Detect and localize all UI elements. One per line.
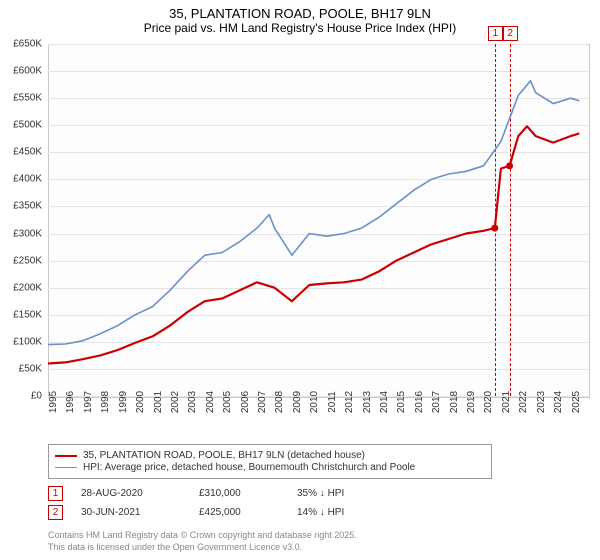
sale-price: £310,000 bbox=[199, 488, 279, 499]
sale-price: £425,000 bbox=[199, 507, 279, 518]
legend-swatch bbox=[55, 467, 77, 468]
title-address: 35, PLANTATION ROAD, POOLE, BH17 9LN bbox=[0, 6, 600, 21]
sale-diff: 35% ↓ HPI bbox=[297, 488, 377, 499]
legend-label: 35, PLANTATION ROAD, POOLE, BH17 9LN (de… bbox=[83, 450, 365, 461]
y-axis-label: £150K bbox=[13, 309, 42, 320]
y-axis-label: £350K bbox=[13, 201, 42, 212]
marker-box: 2 bbox=[503, 26, 518, 41]
sales-table: 1 28-AUG-2020 £310,000 35% ↓ HPI 2 30-JUN-202… bbox=[48, 486, 377, 524]
y-axis-label: £50K bbox=[19, 363, 42, 374]
sale-date: 30-JUN-2021 bbox=[81, 507, 181, 518]
sale-point bbox=[491, 225, 498, 232]
y-axis-label: £650K bbox=[13, 39, 42, 50]
y-axis-label: £250K bbox=[13, 255, 42, 266]
y-axis-label: £500K bbox=[13, 120, 42, 131]
footer-license: This data is licensed under the Open Gov… bbox=[48, 542, 357, 554]
legend-label: HPI: Average price, detached house, Bour… bbox=[83, 462, 415, 473]
chart-lines bbox=[48, 44, 588, 396]
y-axis-label: £400K bbox=[13, 174, 42, 185]
marker-box: 1 bbox=[488, 26, 503, 41]
y-axis-label: £200K bbox=[13, 282, 42, 293]
chart-container: 35, PLANTATION ROAD, POOLE, BH17 9LN Pri… bbox=[0, 0, 600, 560]
sale-point bbox=[506, 162, 513, 169]
y-axis-label: £450K bbox=[13, 147, 42, 158]
sale-date: 28-AUG-2020 bbox=[81, 488, 181, 499]
footer: Contains HM Land Registry data © Crown c… bbox=[48, 530, 357, 553]
sale-row: 2 30-JUN-2021 £425,000 14% ↓ HPI bbox=[48, 505, 377, 520]
sale-marker: 2 bbox=[48, 505, 63, 520]
legend-swatch bbox=[55, 455, 77, 457]
y-axis-label: £300K bbox=[13, 228, 42, 239]
sale-diff: 14% ↓ HPI bbox=[297, 507, 377, 518]
series-property bbox=[48, 126, 579, 363]
y-axis-label: £100K bbox=[13, 336, 42, 347]
chart-area: £0£50K£100K£150K£200K£250K£300K£350K£400… bbox=[48, 44, 588, 396]
legend: 35, PLANTATION ROAD, POOLE, BH17 9LN (de… bbox=[48, 444, 492, 479]
legend-row: 35, PLANTATION ROAD, POOLE, BH17 9LN (de… bbox=[55, 450, 485, 461]
footer-copyright: Contains HM Land Registry data © Crown c… bbox=[48, 530, 357, 542]
y-axis-label: £550K bbox=[13, 93, 42, 104]
y-axis-label: £600K bbox=[13, 66, 42, 77]
sale-marker: 1 bbox=[48, 486, 63, 501]
legend-row: HPI: Average price, detached house, Bour… bbox=[55, 462, 485, 473]
series-hpi bbox=[48, 81, 579, 345]
sale-row: 1 28-AUG-2020 £310,000 35% ↓ HPI bbox=[48, 486, 377, 501]
y-axis-label: £0 bbox=[31, 391, 42, 402]
